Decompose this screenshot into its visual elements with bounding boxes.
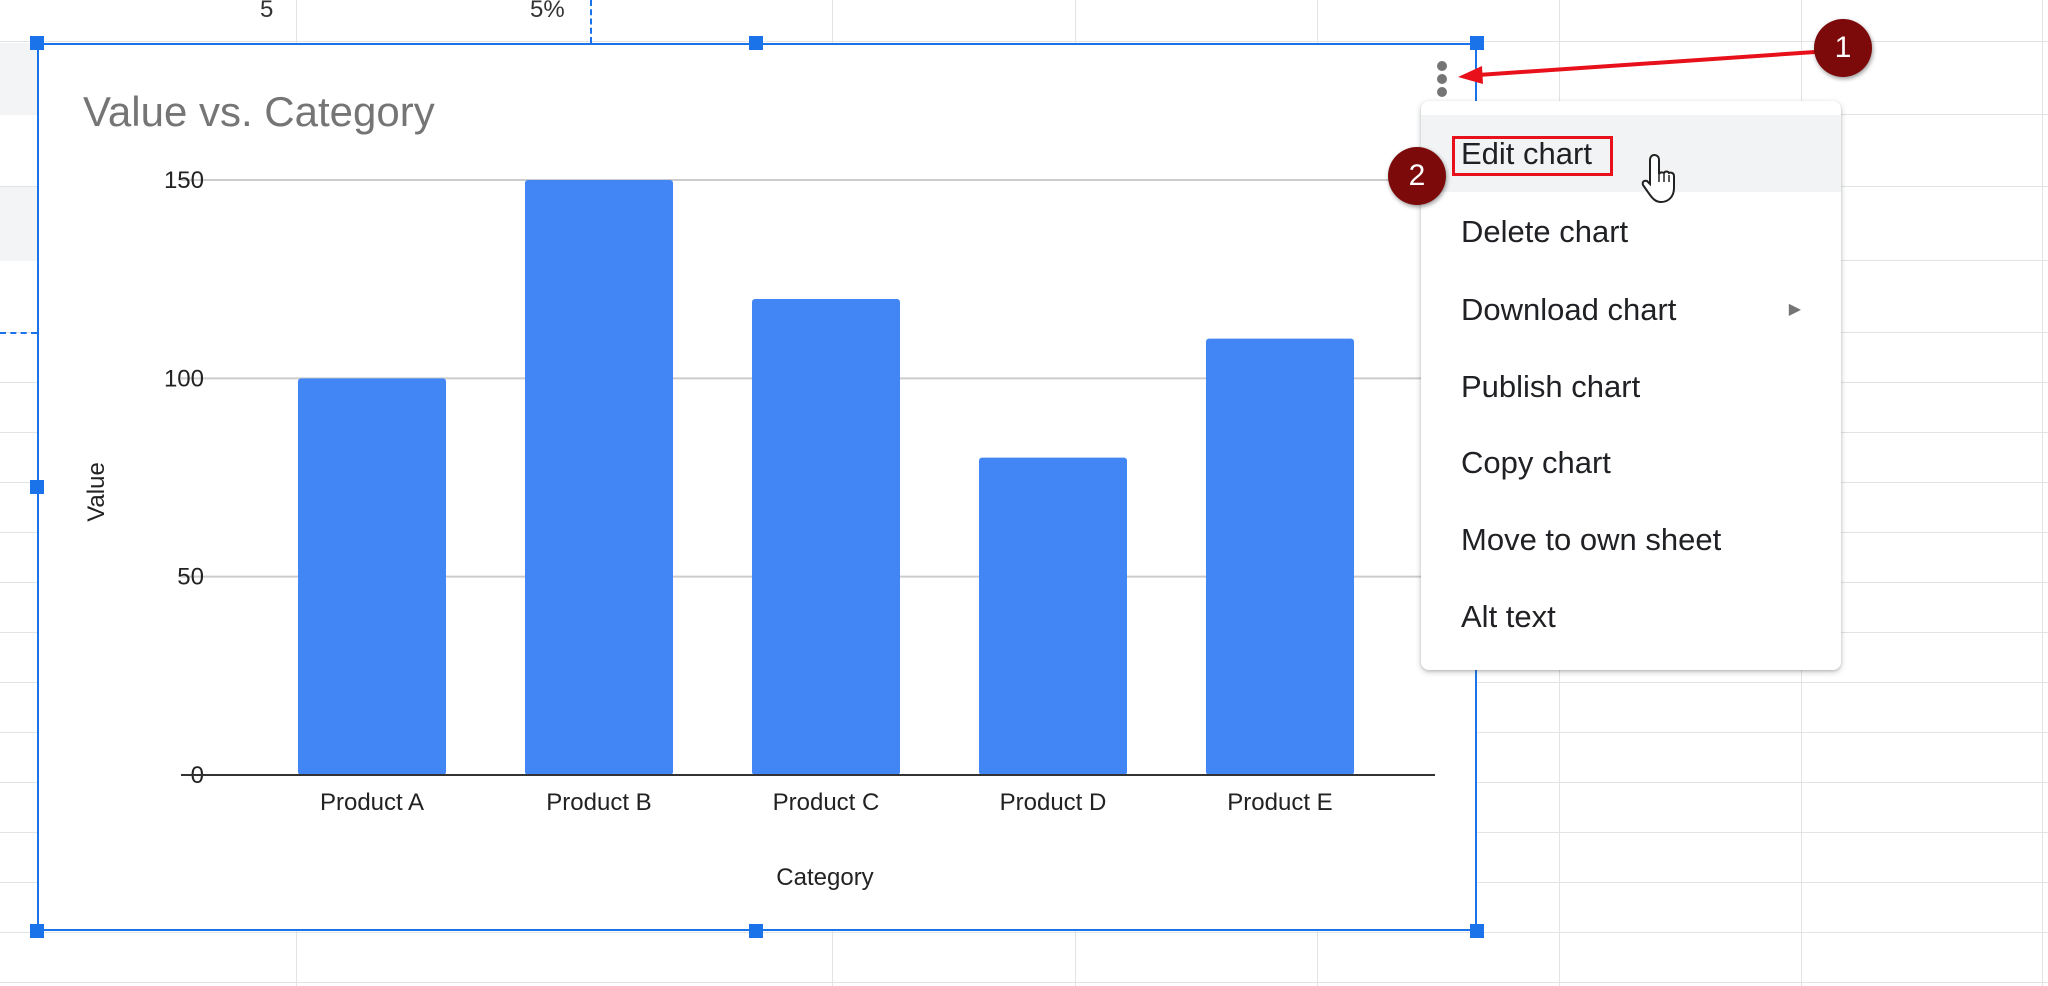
menu-item-label: Alt text [1461,599,1556,634]
menu-item-edit-chart[interactable]: Edit chart [1421,115,1841,192]
x-tick-label: Product E [1227,789,1332,816]
menu-item-alt-text[interactable]: Alt text [1421,578,1841,655]
x-tick-label: Product B [546,789,651,816]
chart-object[interactable]: Value vs. Category 0 50 100 150 Product A Prod… [37,43,1477,931]
resize-handle[interactable] [749,924,763,938]
row-shade [0,43,37,115]
x-tick-label: Product D [1000,789,1107,816]
menu-item-label: Edit chart [1461,136,1592,171]
row-divider [0,932,2048,933]
resize-handle[interactable] [30,480,44,494]
x-axis-title: Category [776,864,873,891]
bar [525,180,673,775]
selection-border [590,0,592,43]
selection-border [0,332,37,334]
menu-item-delete-chart[interactable]: Delete chart [1421,193,1841,270]
menu-item-label: Publish chart [1461,369,1641,404]
resize-handle[interactable] [1470,924,1484,938]
y-tick-label: 150 [164,167,204,194]
row-divider [0,982,2048,983]
bar [298,378,446,775]
chart-title: Value vs. Category [83,88,435,135]
menu-item-download-chart[interactable]: Download chart ▶ [1421,271,1841,348]
step-badge-2: 2 [1388,147,1446,205]
bar [1206,338,1354,775]
cell-value[interactable]: 5 [260,0,274,23]
arrow-line [1477,50,1816,77]
resize-handle[interactable] [1470,36,1484,50]
triangle-right-icon: ▶ [1788,301,1801,318]
bar [979,457,1127,775]
row-divider [0,41,2048,42]
resize-handle[interactable] [30,36,44,50]
menu-item-publish-chart[interactable]: Publish chart [1421,348,1841,425]
y-tick-label: 100 [164,365,204,392]
y-axis-title: Value [83,462,110,522]
more-vert-icon[interactable] [1433,58,1451,100]
x-tick-label: Product C [773,789,880,816]
step-badge-1: 1 [1814,19,1872,77]
menu-item-label: Download chart [1461,292,1677,327]
cell-value[interactable]: 5% [530,0,565,23]
column-divider [2042,0,2043,986]
bar [752,299,900,775]
chart-context-menu: Edit chart Delete chart Download chart ▶ … [1421,101,1841,670]
menu-item-label: Copy chart [1461,445,1611,480]
menu-item-label: Move to own sheet [1461,522,1722,557]
highlight-box [1452,136,1613,176]
y-tick-label: 50 [177,564,204,591]
x-tick-label: Product A [320,789,424,816]
menu-item-move-to-own-sheet[interactable]: Move to own sheet [1421,501,1841,578]
menu-item-copy-chart[interactable]: Copy chart [1421,424,1841,501]
resize-handle[interactable] [30,924,44,938]
resize-handle[interactable] [749,36,763,50]
row-shade [0,187,37,261]
menu-item-label: Delete chart [1461,214,1629,249]
